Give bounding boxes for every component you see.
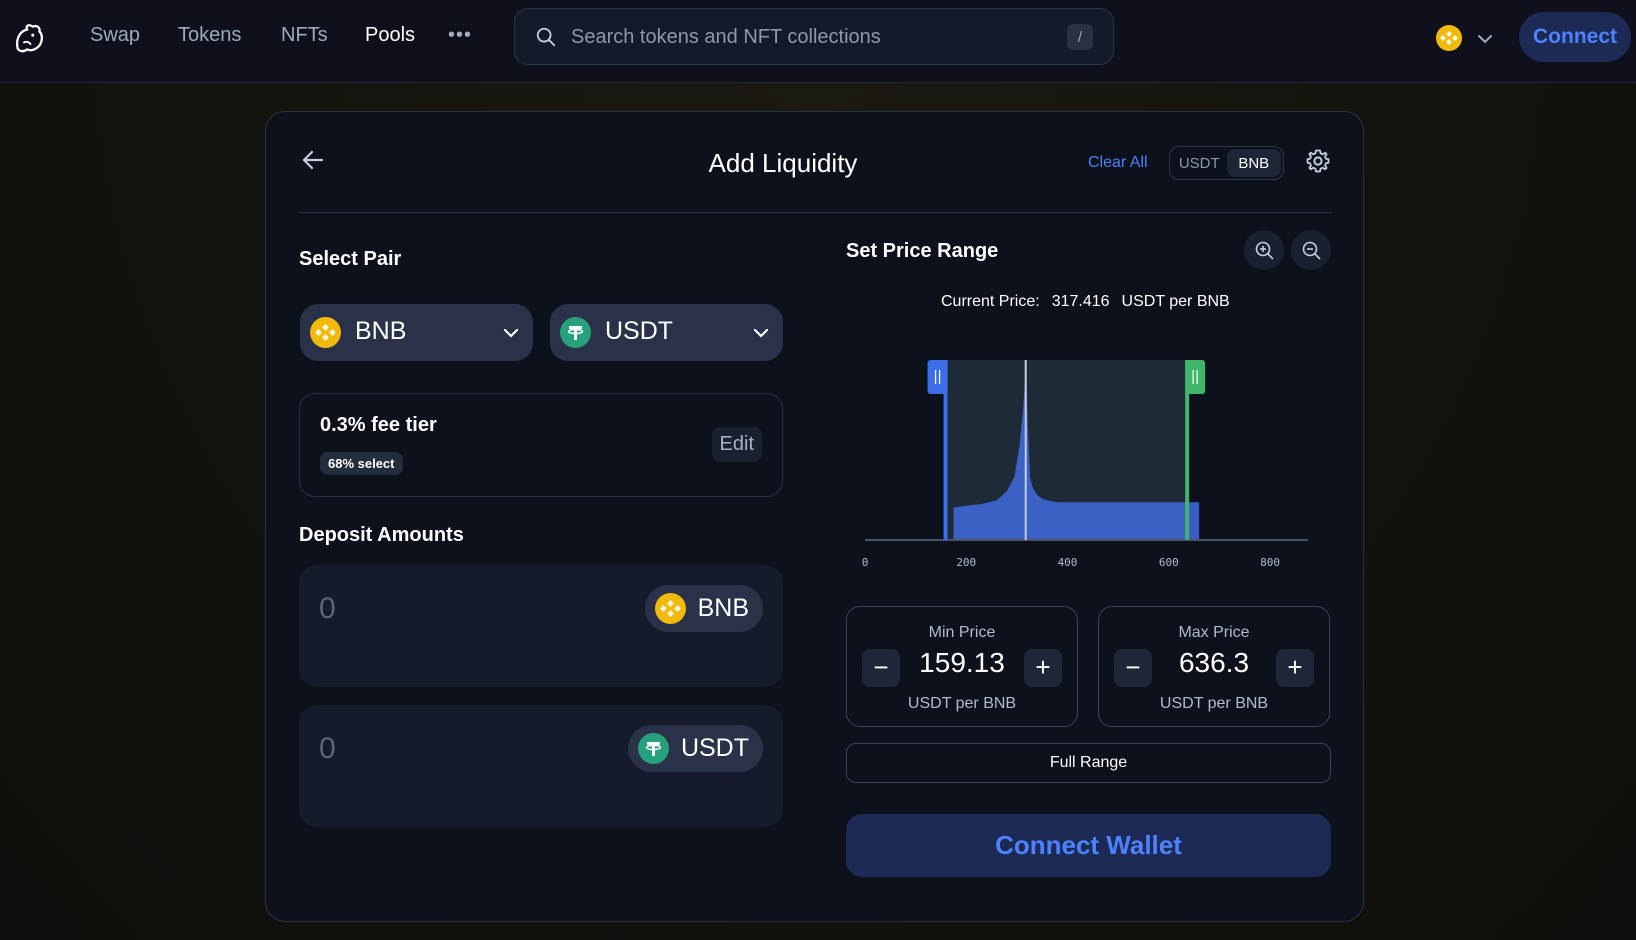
add-liquidity-card: Add Liquidity Clear All USDT BNB Select … [265, 111, 1364, 922]
bnb-chain-icon [1436, 25, 1462, 51]
min-price-box: Min Price − 159.13 + USDT per BNB [846, 606, 1078, 727]
bnb-token-icon [654, 593, 686, 624]
denom-bnb-option[interactable]: BNB [1226, 149, 1281, 177]
current-price-unit: USDT per BNB [1121, 293, 1230, 310]
back-arrow-icon[interactable] [300, 147, 326, 173]
zoom-in-button[interactable] [1244, 230, 1284, 270]
set-price-range-label: Set Price Range [846, 240, 999, 262]
min-price-label: Min Price [928, 624, 996, 641]
deposit-token-b-pill: USDT [627, 725, 763, 772]
max-price-handle [1185, 360, 1206, 394]
max-price-box: Max Price − 636.3 + USDT per BNB [1098, 606, 1330, 727]
token-a-selector[interactable]: BNB [300, 304, 533, 361]
usdt-token-icon [637, 733, 669, 764]
nav-tokens[interactable]: Tokens [178, 24, 242, 46]
nav-pools[interactable]: Pools [365, 24, 416, 46]
search-icon [536, 27, 556, 47]
search-shortcut-key: / [1067, 24, 1093, 50]
bnb-token-icon [310, 317, 341, 348]
network-selector[interactable] [1436, 22, 1498, 54]
min-price-increment-button[interactable]: + [1024, 649, 1062, 687]
x-tick-label: 200 [956, 556, 976, 569]
nav-nfts[interactable]: NFTs [281, 24, 328, 46]
x-tick-label: 600 [1159, 556, 1179, 569]
token-b-selector[interactable]: USDT [550, 304, 783, 361]
zoom-in-icon [1255, 241, 1274, 260]
clear-all-button[interactable]: Clear All [1088, 154, 1148, 171]
deposit-token-a-pill: BNB [644, 585, 763, 632]
chevron-down-icon [503, 328, 519, 338]
max-price-unit: USDT per BNB [1159, 695, 1269, 712]
denomination-toggle[interactable]: USDT BNB [1169, 146, 1284, 180]
current-price-value: 317.416 [1051, 293, 1110, 310]
min-price-value[interactable]: 159.13 [919, 647, 1005, 678]
full-range-button[interactable]: Full Range [846, 743, 1331, 783]
zoom-out-button[interactable] [1291, 230, 1331, 270]
gear-icon[interactable] [1305, 148, 1331, 174]
current-price: Current Price: 317.416 USDT per BNB [941, 293, 1242, 311]
min-price-unit: USDT per BNB [907, 695, 1017, 712]
chevron-down-icon [753, 328, 769, 338]
chevron-down-icon [1478, 35, 1492, 44]
nav-swap[interactable]: Swap [90, 24, 141, 46]
fee-select-badge: 68% select [320, 452, 403, 475]
page-title: Add Liquidity [708, 148, 858, 178]
fee-edit-button[interactable]: Edit [711, 427, 762, 462]
search-input[interactable] [571, 23, 1041, 51]
zoom-out-icon [1302, 241, 1321, 260]
min-price-handle [927, 360, 948, 394]
deposit-amounts-label: Deposit Amounts [299, 524, 464, 546]
deposit-amount-b-input[interactable] [319, 731, 569, 767]
uniswap-logo-icon[interactable] [10, 20, 48, 58]
deposit-box-token-a: BNB [299, 565, 783, 687]
token-b-symbol: USDT [605, 317, 674, 345]
usdt-token-icon [560, 317, 591, 348]
denom-usdt-option[interactable]: USDT [1178, 154, 1220, 172]
x-tick-label: 0 [862, 556, 869, 569]
deposit-box-token-b: USDT [299, 705, 783, 827]
deposit-token-b-symbol: USDT [680, 734, 749, 762]
deposit-amount-a-input[interactable] [319, 591, 569, 627]
max-price-decrement-button[interactable]: − [1114, 649, 1152, 687]
connect-wallet-button[interactable]: Connect Wallet [846, 814, 1331, 877]
fee-tier-box: 0.3% fee tier 68% select Edit [299, 393, 783, 497]
search-bar[interactable]: / [514, 8, 1114, 65]
x-tick-label: 400 [1058, 556, 1078, 569]
more-menu-icon[interactable]: ••• [448, 24, 473, 46]
deposit-token-a-symbol: BNB [697, 594, 749, 622]
max-price-increment-button[interactable]: + [1276, 649, 1314, 687]
fee-tier-title: 0.3% fee tier [320, 414, 437, 436]
current-price-label: Current Price: [941, 293, 1040, 310]
min-price-decrement-button[interactable]: − [862, 649, 900, 687]
top-nav: Swap Tokens NFTs Pools ••• / Connect [0, 0, 1636, 83]
connect-button[interactable]: Connect [1519, 12, 1631, 62]
select-pair-label: Select Pair [299, 248, 402, 270]
liquidity-chart[interactable]: 0 200 400 600 800 [843, 330, 1323, 575]
token-a-symbol: BNB [355, 317, 407, 345]
header-divider [299, 212, 1332, 213]
liquidity-area [953, 369, 1200, 540]
max-price-label: Max Price [1178, 624, 1250, 641]
x-tick-label: 800 [1260, 556, 1280, 569]
max-price-value[interactable]: 636.3 [1178, 647, 1250, 678]
